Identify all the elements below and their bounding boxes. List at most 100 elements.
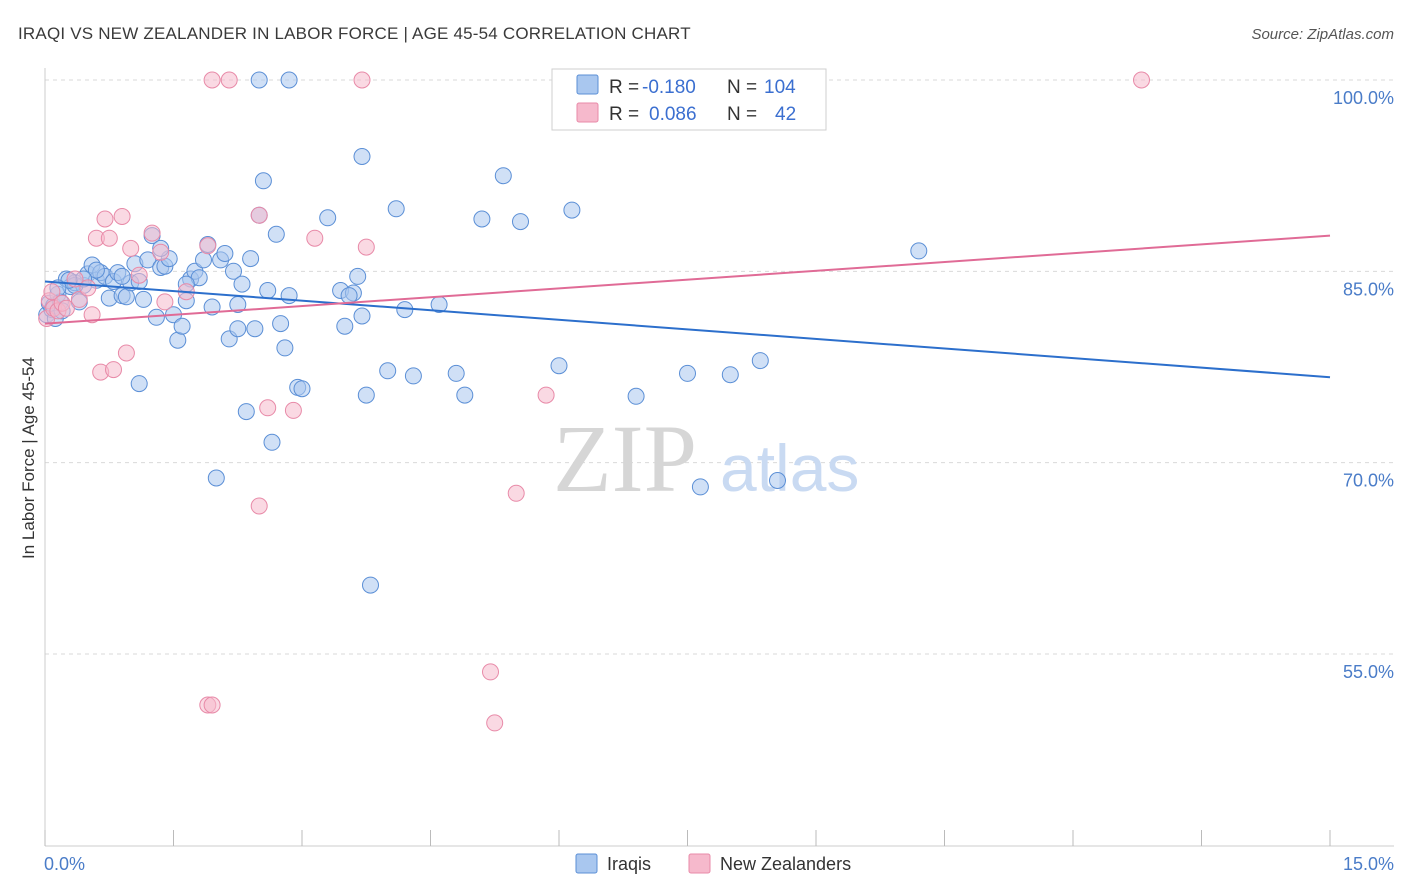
iraqi-point-88: [721, 366, 739, 384]
legend-r-label-iraqis: R =: [609, 77, 639, 98]
iraqi-point-47: [225, 262, 242, 280]
legend-n-value-new-zealanders: 42: [775, 104, 796, 125]
nz-point-37: [486, 714, 504, 732]
iraqi-point-49: [233, 275, 251, 293]
iraqi-point-98: [113, 267, 131, 285]
bottom-legend-swatch-iraqis: [575, 853, 598, 874]
iraqi-point-92: [250, 71, 268, 89]
nz-point-33: [306, 229, 324, 247]
iraqi-point-71: [357, 386, 375, 404]
legend-r-value-iraqis: -0.180: [642, 77, 696, 98]
iraqi-point-79: [456, 386, 474, 404]
nz-point-32: [284, 401, 302, 419]
iraqi-point-56: [263, 433, 281, 451]
legend-swatch-new-zealanders: [576, 102, 599, 123]
bottom-legend-swatch-new-zealanders: [688, 853, 711, 874]
iraqi-point-80: [473, 210, 491, 228]
nz-point-24: [199, 237, 217, 255]
iraqi-point-58: [272, 315, 290, 333]
iraqi-point-69: [353, 307, 371, 325]
iraqi-point-45: [216, 245, 234, 262]
legend-n-label-iraqis: N =: [727, 77, 757, 98]
nz-point-22: [156, 293, 174, 311]
iraqi-point-52: [246, 320, 264, 338]
iraqi-point-87: [691, 478, 709, 496]
nz-point-19: [130, 266, 148, 284]
iraqi-point-60: [280, 287, 298, 305]
iraqi-point-43: [207, 469, 225, 487]
trend-lines: [44, 234, 1331, 379]
iraqi-point-89: [751, 352, 769, 370]
iraqi-point-81: [494, 167, 512, 185]
nz-point-31: [259, 399, 277, 417]
nz-point-16: [113, 208, 131, 225]
nz-point-21: [152, 243, 170, 261]
axes: [44, 68, 1394, 847]
nz-point-30: [250, 497, 268, 515]
nz-point-38: [507, 484, 525, 502]
iraqi-point-68: [349, 267, 367, 285]
iraqi-point-95: [87, 261, 105, 279]
nz-point-15: [105, 361, 122, 379]
iraqi-point-66: [336, 317, 354, 335]
iraqi-point-73: [379, 362, 397, 380]
iraqi-point-82: [512, 213, 529, 231]
trend-line-iraqis: [44, 280, 1331, 379]
iraqi-point-90: [769, 472, 786, 489]
iraqi-point-93: [280, 71, 298, 89]
watermark-atlas: atlas: [720, 431, 859, 505]
chart-source: Source: ZipAtlas.com: [1251, 26, 1394, 43]
iraqi-point-48: [229, 320, 247, 338]
x-tick-label-1: 15.0%: [1343, 854, 1394, 874]
iraqi-point-101: [340, 287, 358, 305]
iraqi-point-55: [259, 282, 277, 299]
iraqi-point-54: [254, 172, 272, 190]
nz-point-41: [1133, 71, 1150, 89]
nz-point-9: [79, 279, 97, 297]
legend-n-label-new-zealanders: N =: [727, 104, 757, 125]
nz-point-18: [122, 239, 140, 257]
x-tick-label-0: 0.0%: [44, 854, 85, 874]
watermark: ZIP atlas: [553, 405, 859, 512]
iraqi-point-50: [237, 403, 255, 421]
series-iraqis: [38, 71, 928, 594]
iraqi-point-64: [319, 209, 337, 227]
bottom-legend-label-new-zealanders: New Zealanders: [720, 854, 851, 874]
nz-point-17: [117, 344, 135, 362]
iraqi-point-63: [293, 380, 311, 398]
iraqi-point-57: [267, 225, 285, 243]
iraqi-point-26: [135, 290, 152, 308]
iraqi-point-84: [563, 201, 581, 219]
iraqi-point-59: [276, 339, 294, 357]
iraqi-point-72: [353, 148, 371, 165]
nz-point-29: [250, 206, 268, 224]
legend-r-value-new-zealanders: 0.086: [649, 104, 697, 125]
iraqi-point-27: [139, 251, 157, 269]
iraqi-point-85: [627, 387, 645, 405]
y-tick-labels: 55.0% 70.0% 85.0% 100.0%: [1333, 88, 1394, 682]
series-new-zealanders: [38, 71, 1150, 732]
iraqi-point-91: [910, 242, 928, 260]
nz-point-27: [203, 71, 221, 89]
nz-point-26: [203, 696, 221, 714]
y-axis-label: In Labor Force | Age 45-54: [19, 357, 38, 559]
nz-point-34: [353, 71, 371, 89]
x-tick-labels: 0.0% 15.0%: [44, 854, 1394, 874]
y-tick-label-3: 100.0%: [1333, 88, 1394, 108]
iraqi-point-78: [447, 364, 465, 382]
nz-point-36: [482, 663, 499, 681]
iraqi-point-70: [362, 576, 379, 594]
stats-legend: R = -0.180 N = 104 R = 0.086 N = 42: [551, 68, 827, 131]
nz-point-6: [57, 299, 75, 317]
y-tick-label-1: 70.0%: [1343, 471, 1394, 491]
iraqi-point-35: [173, 317, 191, 335]
iraqi-point-40: [195, 251, 212, 269]
nz-point-13: [96, 210, 114, 228]
nz-point-10: [83, 306, 101, 324]
y-tick-label-2: 85.0%: [1343, 279, 1394, 299]
iraqi-point-83: [550, 357, 568, 375]
nz-point-8: [70, 290, 88, 308]
iraqi-point-51: [242, 250, 260, 268]
iraqi-point-76: [404, 367, 422, 385]
